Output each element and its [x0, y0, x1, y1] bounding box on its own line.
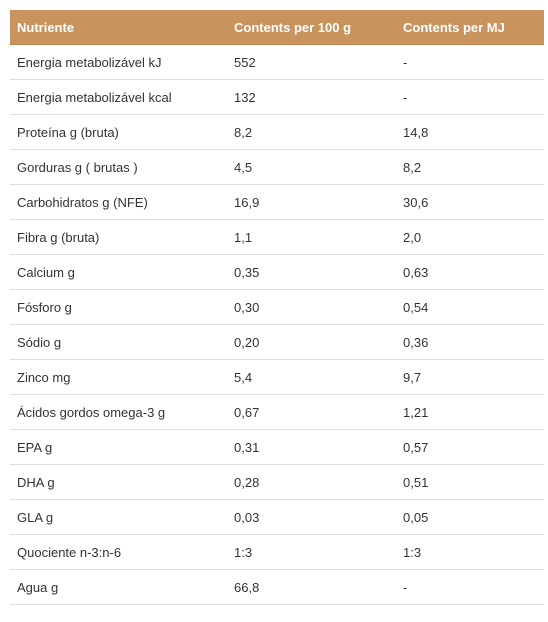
cell-per-mj: 9,7: [396, 359, 544, 395]
cell-per-mj: 14,8: [396, 114, 544, 150]
table-row: Zinco mg 5,4 9,7: [10, 359, 544, 395]
table-row: GLA g 0,03 0,05: [10, 499, 544, 535]
table-row: Carbohidratos g (NFE) 16,9 30,6: [10, 184, 544, 220]
header-nutrient: Nutriente: [10, 10, 227, 45]
cell-nutrient: Proteína g (bruta): [10, 114, 227, 150]
cell-per-100g: 0,31: [227, 429, 396, 465]
cell-per-mj: 0,54: [396, 289, 544, 325]
nutrition-table-container: Nutriente Contents per 100 g Contents pe…: [10, 10, 544, 605]
cell-per-mj: 8,2: [396, 149, 544, 185]
cell-per-100g: 0,67: [227, 394, 396, 430]
cell-nutrient: Fósforo g: [10, 289, 227, 325]
cell-nutrient: Quociente n-3:n-6: [10, 534, 227, 570]
cell-per-100g: 4,5: [227, 149, 396, 185]
cell-per-100g: 0,03: [227, 499, 396, 535]
cell-per-mj: -: [396, 79, 544, 115]
cell-per-100g: 0,20: [227, 324, 396, 360]
table-row: Ácidos gordos omega-3 g 0,67 1,21: [10, 394, 544, 430]
cell-per-mj: -: [396, 44, 544, 80]
cell-nutrient: Ácidos gordos omega-3 g: [10, 394, 227, 430]
table-row: Energia metabolizável kcal 132 -: [10, 79, 544, 115]
table-row: Proteína g (bruta) 8,2 14,8: [10, 114, 544, 150]
nutrition-table: Nutriente Contents per 100 g Contents pe…: [10, 10, 544, 605]
table-row: Energia metabolizável kJ 552 -: [10, 44, 544, 80]
table-row: Fibra g (bruta) 1,1 2,0: [10, 219, 544, 255]
cell-per-100g: 8,2: [227, 114, 396, 150]
cell-nutrient: Energia metabolizável kJ: [10, 44, 227, 80]
cell-nutrient: EPA g: [10, 429, 227, 465]
table-row: Calcium g 0,35 0,63: [10, 254, 544, 290]
cell-per-mj: 1:3: [396, 534, 544, 570]
cell-nutrient: Agua g: [10, 569, 227, 605]
cell-nutrient: Fibra g (bruta): [10, 219, 227, 255]
cell-per-mj: 0,36: [396, 324, 544, 360]
cell-per-mj: 0,51: [396, 464, 544, 500]
cell-per-100g: 5,4: [227, 359, 396, 395]
cell-nutrient: Calcium g: [10, 254, 227, 290]
cell-per-mj: 30,6: [396, 184, 544, 220]
cell-per-100g: 16,9: [227, 184, 396, 220]
cell-per-mj: -: [396, 569, 544, 605]
cell-per-mj: 1,21: [396, 394, 544, 430]
table-row: Agua g 66,8 -: [10, 569, 544, 605]
cell-per-mj: 0,57: [396, 429, 544, 465]
header-row: Nutriente Contents per 100 g Contents pe…: [10, 10, 544, 45]
cell-per-100g: 132: [227, 79, 396, 115]
table-row: Sódio g 0,20 0,36: [10, 324, 544, 360]
cell-nutrient: Energia metabolizável kcal: [10, 79, 227, 115]
cell-per-mj: 0,05: [396, 499, 544, 535]
cell-nutrient: GLA g: [10, 499, 227, 535]
cell-nutrient: Carbohidratos g (NFE): [10, 184, 227, 220]
cell-per-mj: 2,0: [396, 219, 544, 255]
header-per-100g: Contents per 100 g: [227, 10, 396, 45]
cell-per-100g: 552: [227, 44, 396, 80]
cell-per-100g: 1,1: [227, 219, 396, 255]
cell-nutrient: Zinco mg: [10, 359, 227, 395]
table-row: DHA g 0,28 0,51: [10, 464, 544, 500]
table-row: Quociente n-3:n-6 1:3 1:3: [10, 534, 544, 570]
cell-nutrient: Gorduras g ( brutas ): [10, 149, 227, 185]
cell-per-100g: 0,35: [227, 254, 396, 290]
table-body: Energia metabolizável kJ 552 - Energia m…: [10, 44, 544, 605]
cell-per-mj: 0,63: [396, 254, 544, 290]
table-header: Nutriente Contents per 100 g Contents pe…: [10, 10, 544, 45]
cell-per-100g: 66,8: [227, 569, 396, 605]
cell-nutrient: DHA g: [10, 464, 227, 500]
table-row: Gorduras g ( brutas ) 4,5 8,2: [10, 149, 544, 185]
table-row: Fósforo g 0,30 0,54: [10, 289, 544, 325]
table-row: EPA g 0,31 0,57: [10, 429, 544, 465]
cell-per-100g: 0,28: [227, 464, 396, 500]
cell-per-100g: 0,30: [227, 289, 396, 325]
cell-per-100g: 1:3: [227, 534, 396, 570]
cell-nutrient: Sódio g: [10, 324, 227, 360]
header-per-mj: Contents per MJ: [396, 10, 544, 45]
